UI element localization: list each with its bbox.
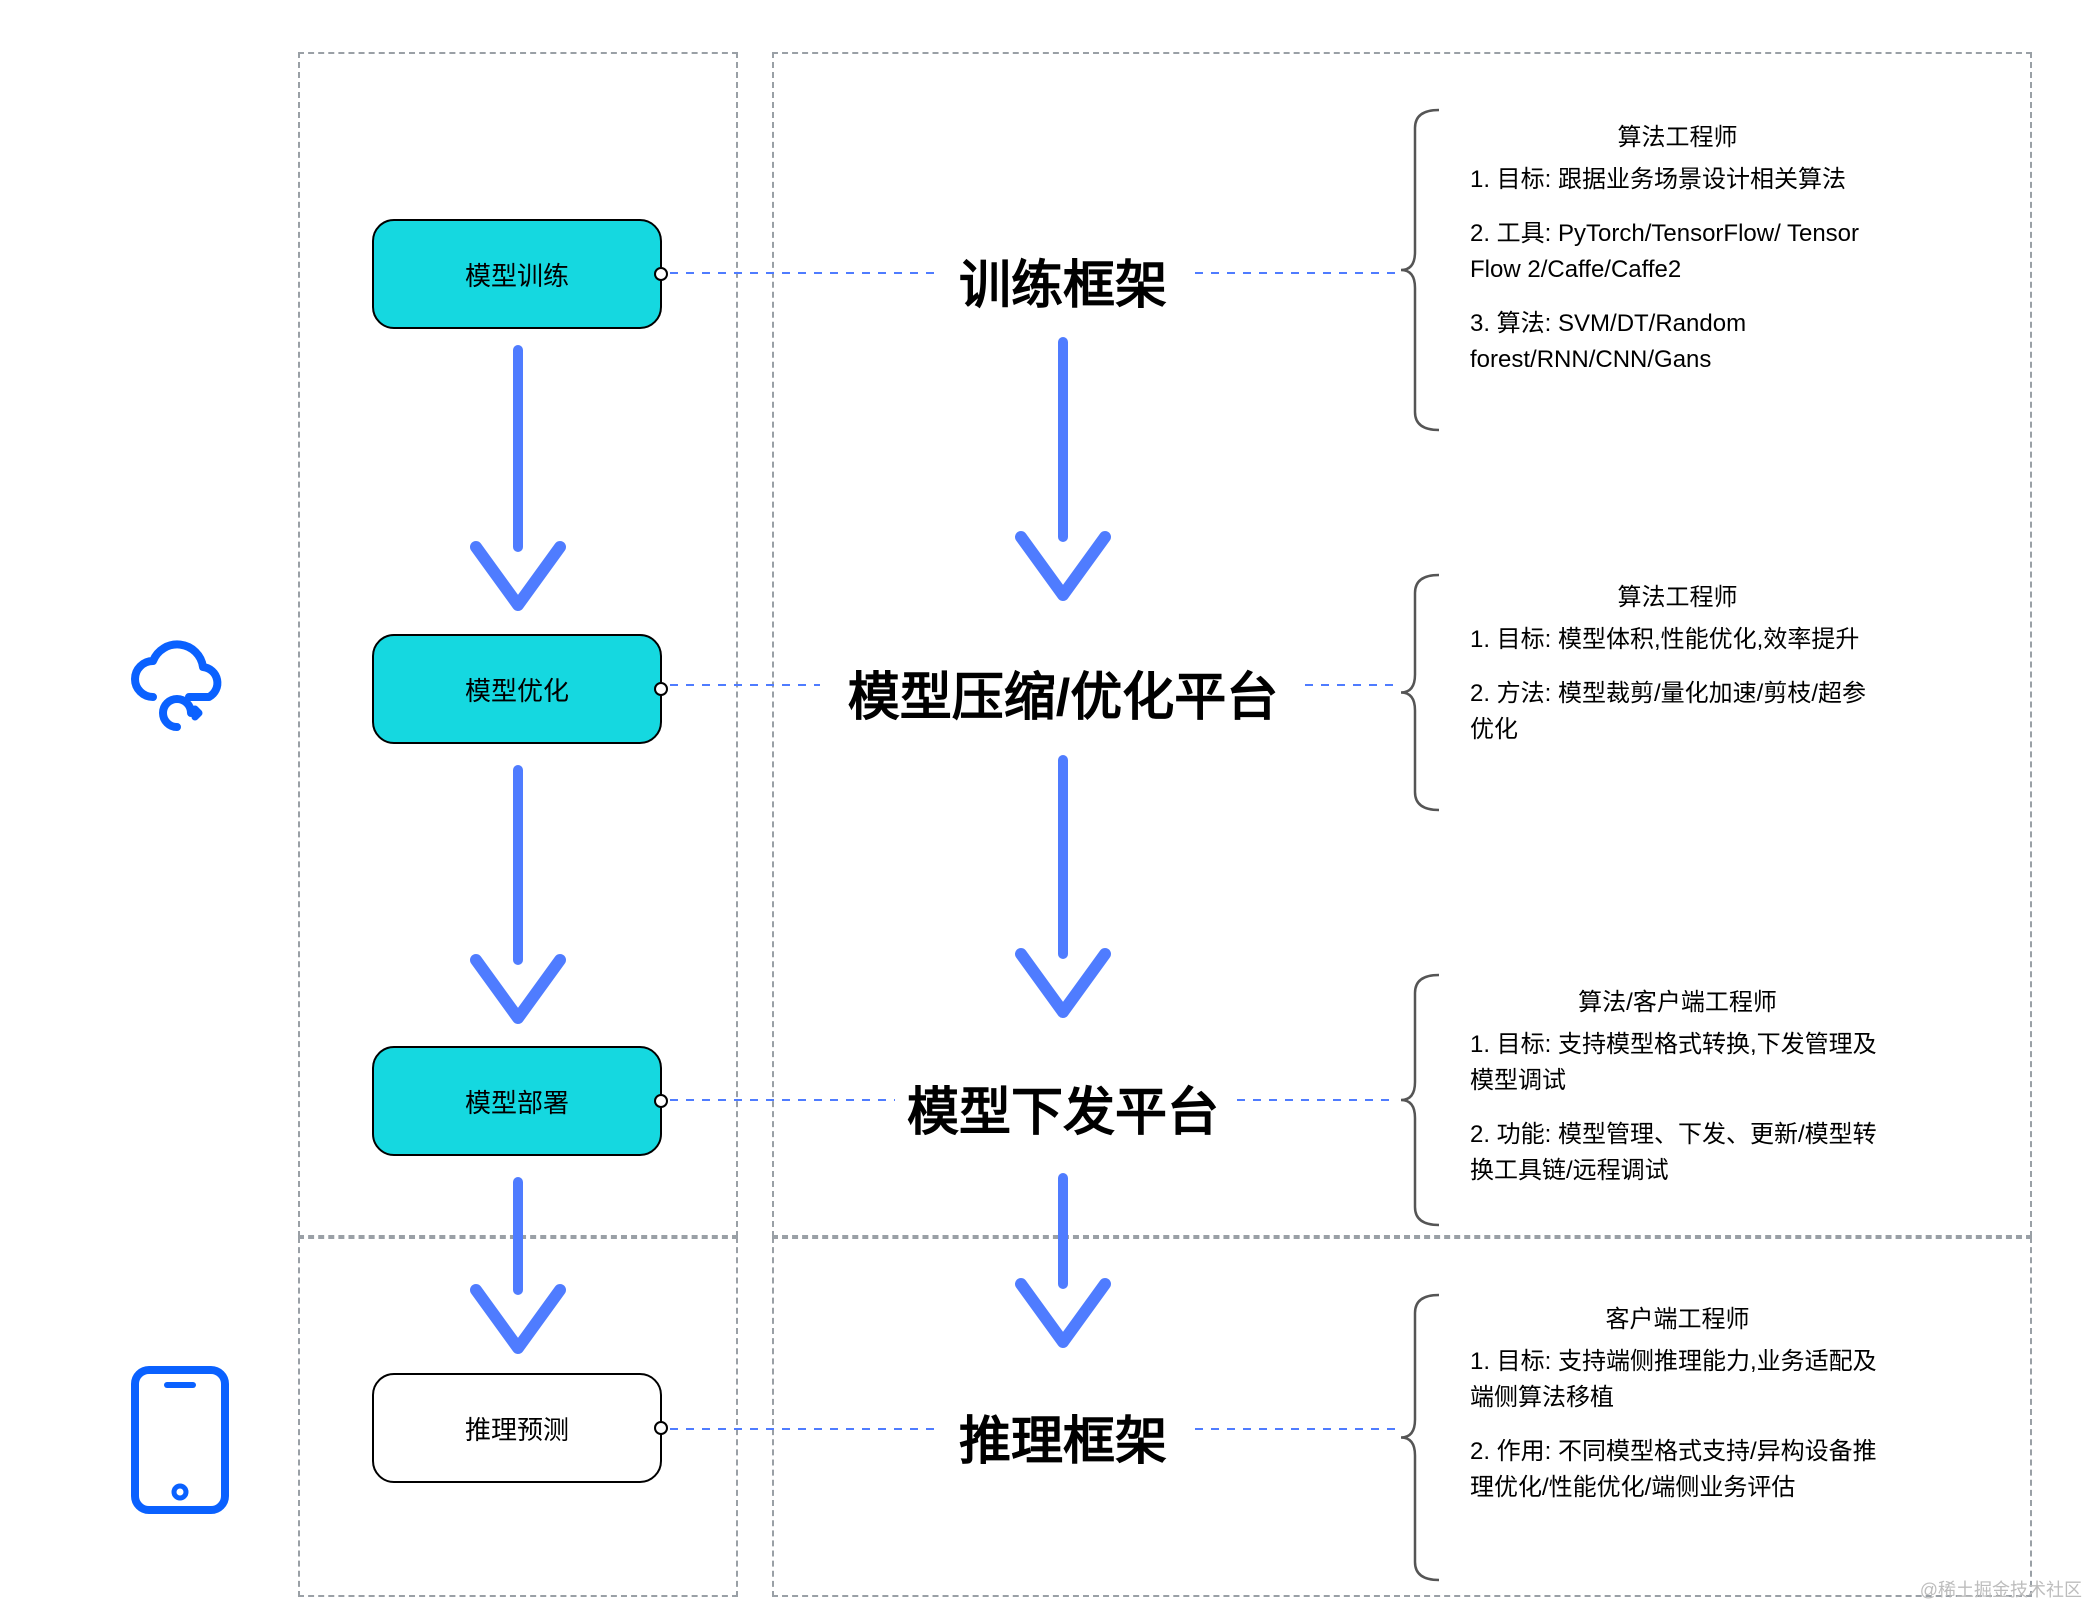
node-port: [654, 1094, 668, 1108]
desc-item: 1. 目标: 支持端侧推理能力,业务适配及端侧算法移植: [1470, 1344, 1885, 1416]
desc-item: 1. 目标: 支持模型格式转换,下发管理及模型调试: [1470, 1027, 1885, 1099]
center-title-t2: 模型压缩/优化平台: [848, 655, 1278, 730]
desc-role: 算法工程师: [1470, 120, 1885, 156]
description-d1: 算法工程师 1. 目标: 跟据业务场景设计相关算法 2. 工具: PyTorch/T…: [1470, 120, 1885, 378]
node-port: [654, 682, 668, 696]
description-d2: 算法工程师 1. 目标: 模型体积,性能优化,效率提升 2. 方法: 模型裁剪/量化…: [1470, 580, 1885, 748]
center-title-t4: 推理框架: [959, 1399, 1167, 1474]
diagram-canvas: 模型训练模型优化模型部署推理预测 训练框架模型压缩/优化平台模型下发平台推理框架…: [0, 0, 2100, 1616]
center-title-t1: 训练框架: [959, 243, 1167, 318]
node-label: 模型优化: [465, 671, 569, 708]
desc-item: 1. 目标: 跟据业务场景设计相关算法: [1470, 162, 1885, 198]
desc-item: 2. 工具: PyTorch/TensorFlow/ Tensor Flow 2…: [1470, 216, 1885, 288]
center-title-t3: 模型下发平台: [907, 1070, 1219, 1145]
desc-role: 客户端工程师: [1470, 1302, 1885, 1338]
description-d4: 客户端工程师 1. 目标: 支持端侧推理能力,业务适配及端侧算法移植 2. 作用: …: [1470, 1302, 1885, 1506]
description-d3: 算法/客户端工程师 1. 目标: 支持模型格式转换,下发管理及模型调试 2. 功能:…: [1470, 985, 1885, 1189]
node-deploy: 模型部署: [372, 1046, 662, 1156]
watermark: @稀土掘金技术社区: [1920, 1576, 2082, 1602]
node-port: [654, 267, 668, 281]
node-label: 模型部署: [465, 1083, 569, 1120]
desc-item: 2. 方法: 模型裁剪/量化加速/剪枝/超参优化: [1470, 676, 1885, 748]
desc-item: 3. 算法: SVM/DT/Random forest/RNN/CNN/Gans: [1470, 306, 1885, 378]
node-label: 推理预测: [465, 1410, 569, 1447]
node-label: 模型训练: [465, 256, 569, 293]
desc-item: 2. 作用: 不同模型格式支持/异构设备推理优化/性能优化/端侧业务评估: [1470, 1434, 1885, 1506]
node-infer: 推理预测: [372, 1373, 662, 1483]
cloud-icon: [135, 644, 217, 727]
desc-role: 算法工程师: [1470, 580, 1885, 616]
desc-role: 算法/客户端工程师: [1470, 985, 1885, 1021]
node-port: [654, 1421, 668, 1435]
desc-item: 1. 目标: 模型体积,性能优化,效率提升: [1470, 622, 1885, 658]
node-optim: 模型优化: [372, 634, 662, 744]
desc-item: 2. 功能: 模型管理、下发、更新/模型转换工具链/远程调试: [1470, 1117, 1885, 1189]
node-train: 模型训练: [372, 219, 662, 329]
phone-icon: [135, 1370, 225, 1510]
